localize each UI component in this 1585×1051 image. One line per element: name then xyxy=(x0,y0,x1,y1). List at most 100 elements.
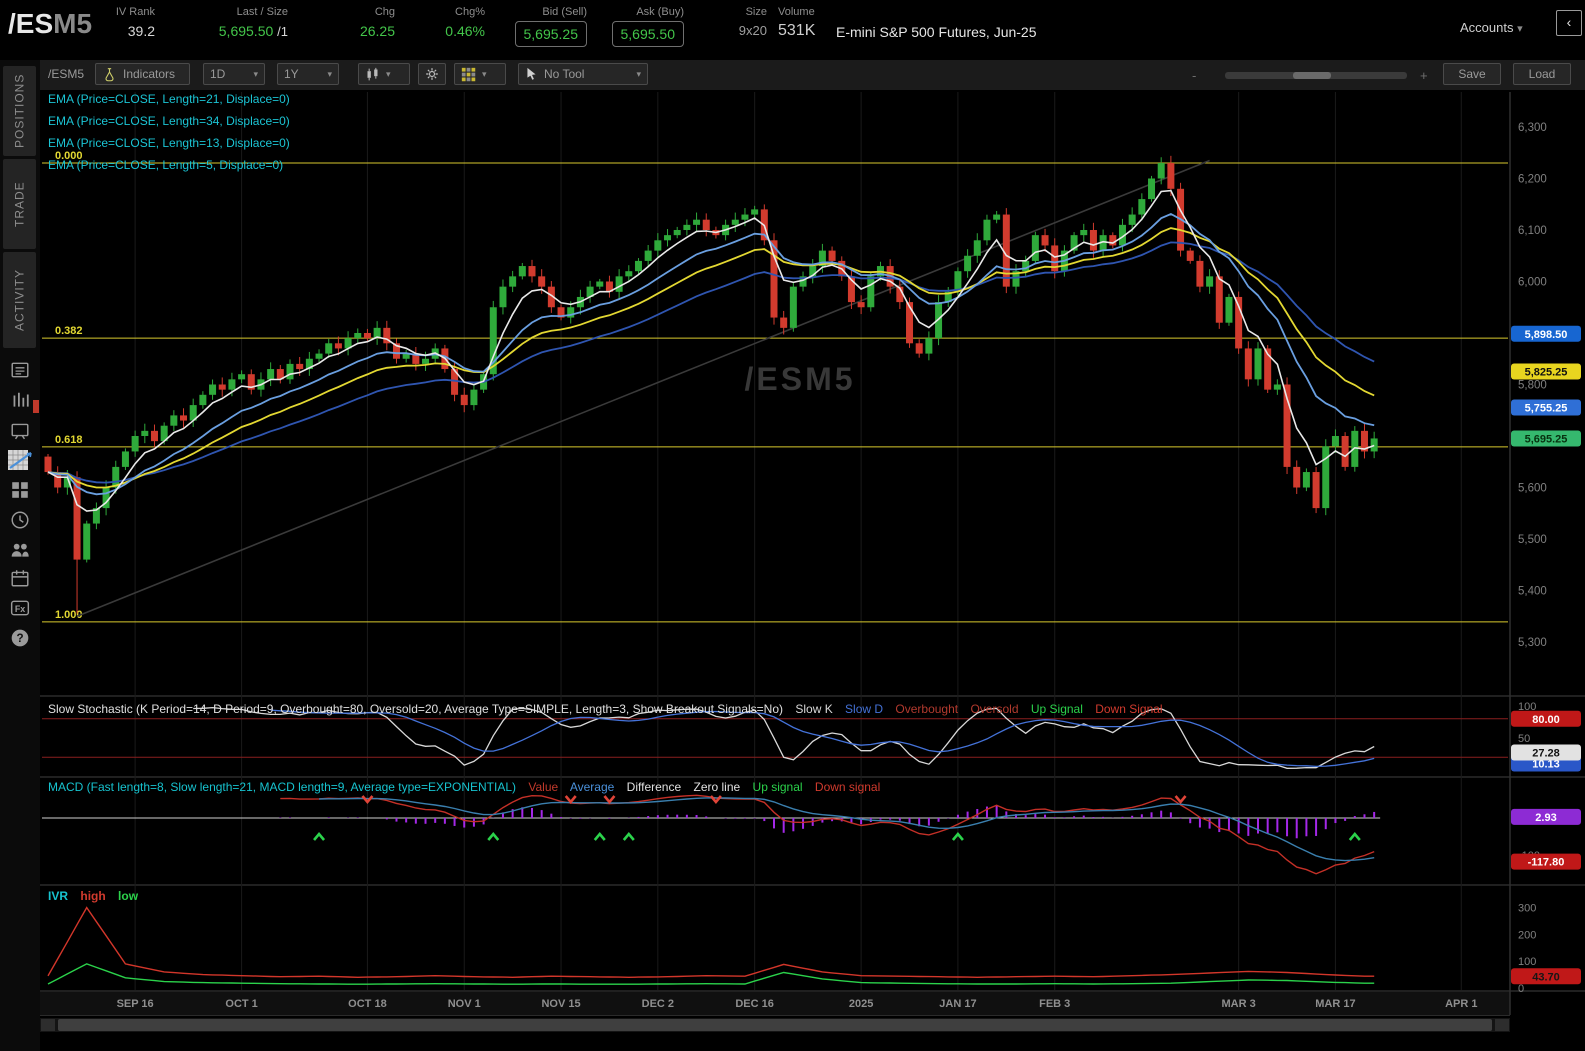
chart-style-dropdown[interactable]: ▾ xyxy=(358,63,410,85)
svg-text:200: 200 xyxy=(1518,929,1536,941)
svg-text:5,898.50: 5,898.50 xyxy=(1525,329,1568,341)
history-clock-icon[interactable] xyxy=(8,508,32,532)
timeframe-dropdown[interactable]: 1D ▾ xyxy=(203,63,265,85)
load-button[interactable]: Load xyxy=(1513,63,1571,85)
tab-activity[interactable]: ACTIVITY xyxy=(3,252,36,348)
symbol-title: /ESM5 xyxy=(8,8,93,39)
svg-text:5,695.25: 5,695.25 xyxy=(1525,433,1568,445)
svg-text:OCT 1: OCT 1 xyxy=(225,998,257,1010)
svg-text:FEB 3: FEB 3 xyxy=(1039,998,1070,1010)
svg-text:MAR 17: MAR 17 xyxy=(1315,998,1355,1010)
help-icon[interactable]: ? xyxy=(8,626,32,650)
dashboard-icon[interactable] xyxy=(8,478,32,502)
svg-text:0.000: 0.000 xyxy=(55,150,83,162)
svg-text:5,400: 5,400 xyxy=(1518,586,1547,598)
svg-text:-117.80: -117.80 xyxy=(1528,857,1565,869)
scrollbar-thumb[interactable] xyxy=(58,1019,1492,1031)
tv-icon[interactable] xyxy=(8,418,32,442)
svg-text:NOV 1: NOV 1 xyxy=(448,998,481,1010)
field-iv-rank: IV Rank 39.2 xyxy=(115,6,155,39)
chart-settings-button[interactable] xyxy=(418,63,446,85)
study-label-ema5[interactable]: EMA (Price=CLOSE, Length=5, Displace=0) xyxy=(48,158,284,172)
zoom-slider[interactable] xyxy=(1225,72,1407,79)
svg-text:0: 0 xyxy=(1518,983,1524,995)
svg-text:?: ? xyxy=(16,632,23,645)
alert-flag xyxy=(33,400,39,413)
field-ask: Ask (Buy) 5,695.50 xyxy=(594,6,684,47)
range-dropdown[interactable]: 1Y ▾ xyxy=(277,63,339,85)
svg-text:MAR 3: MAR 3 xyxy=(1222,998,1256,1010)
zoom-slider-thumb[interactable] xyxy=(1293,72,1331,79)
grid-layout-icon xyxy=(461,67,476,81)
ivr-legend[interactable]: IVR high low xyxy=(48,889,139,903)
macd-legend[interactable]: MACD (Fast length=8, Slow length=21, MAC… xyxy=(48,780,881,794)
chevron-down-icon: ▾ xyxy=(386,68,391,79)
quotes-icon[interactable] xyxy=(8,358,32,382)
zoom-in-button[interactable]: + xyxy=(1420,68,1428,83)
svg-text:SEP 16: SEP 16 xyxy=(117,998,154,1010)
svg-text:27.28: 27.28 xyxy=(1532,748,1560,760)
svg-text:5,825.25: 5,825.25 xyxy=(1525,366,1568,378)
svg-text:6,000: 6,000 xyxy=(1518,277,1547,289)
tab-trade[interactable]: TRADE xyxy=(3,159,36,249)
collapse-panel-button[interactable]: ‹ xyxy=(1556,10,1582,36)
community-icon[interactable] xyxy=(8,538,32,562)
stochastic-legend[interactable]: Slow Stochastic (K Period=14, D Period=9… xyxy=(48,702,1163,716)
drawing-tool-dropdown[interactable]: No Tool ▾ xyxy=(518,63,648,85)
svg-text:50: 50 xyxy=(1518,733,1530,745)
quote-header: /ESM5 IV Rank 39.2 Last / Size 5,695.50 … xyxy=(0,0,1585,58)
svg-text:JAN 17: JAN 17 xyxy=(939,998,976,1010)
instrument-description: E-mini S&P 500 Futures, Jun-25 xyxy=(836,24,1037,40)
svg-text:80.00: 80.00 xyxy=(1532,714,1560,726)
calendar-icon[interactable] xyxy=(8,566,32,590)
tab-positions[interactable]: POSITIONS xyxy=(3,66,36,156)
gear-icon xyxy=(426,68,438,80)
chevron-down-icon: ▾ xyxy=(327,68,332,79)
candlestick-icon xyxy=(367,67,378,80)
chevron-down-icon: ▾ xyxy=(482,68,487,79)
svg-text:6,100: 6,100 xyxy=(1518,225,1547,237)
toolbar-symbol: /ESM5 xyxy=(48,67,85,81)
svg-text:43.70: 43.70 xyxy=(1532,971,1560,983)
cursor-icon xyxy=(527,67,536,80)
indicators-button[interactable]: Indicators xyxy=(95,63,190,85)
svg-text:5,600: 5,600 xyxy=(1518,483,1547,495)
svg-text:APR 1: APR 1 xyxy=(1445,998,1477,1010)
svg-text:/ESM5: /ESM5 xyxy=(744,361,855,397)
layout-grid-dropdown[interactable]: ▾ xyxy=(454,63,506,85)
fx-icon[interactable]: Fx xyxy=(8,596,32,620)
svg-text:5,755.25: 5,755.25 xyxy=(1525,403,1568,415)
field-last-size: Last / Size 5,695.50 /1 xyxy=(218,6,288,39)
left-sidebar: POSITIONS TRADE ACTIVITY xyxy=(0,60,40,1051)
save-button[interactable]: Save xyxy=(1443,63,1501,85)
svg-text:100: 100 xyxy=(1518,956,1536,968)
ask-button[interactable]: 5,695.50 xyxy=(611,21,684,47)
svg-text:Fx: Fx xyxy=(15,604,25,614)
field-size: Size 9x20 xyxy=(738,6,767,38)
chevron-down-icon: ▾ xyxy=(636,68,641,79)
watchlist-icon[interactable] xyxy=(8,388,32,412)
svg-text:5,500: 5,500 xyxy=(1518,534,1547,546)
chevron-down-icon: ▾ xyxy=(1517,23,1523,35)
svg-text:0.618: 0.618 xyxy=(55,434,83,446)
svg-text:DEC 2: DEC 2 xyxy=(642,998,674,1010)
study-label-ema13[interactable]: EMA (Price=CLOSE, Length=13, Displace=0) xyxy=(48,136,290,150)
svg-text:2025: 2025 xyxy=(849,998,873,1010)
field-bid: Bid (Sell) 5,695.25 xyxy=(497,6,587,47)
scroll-left-button[interactable] xyxy=(41,1019,55,1031)
chart-toolbar: /ESM5 Indicators 1D ▾ 1Y ▾ ▾ xyxy=(40,60,1585,90)
charts-icon-active[interactable] xyxy=(6,446,34,474)
bid-button[interactable]: 5,695.25 xyxy=(514,21,587,47)
horizontal-scrollbar[interactable] xyxy=(40,1018,1510,1032)
svg-text:100: 100 xyxy=(1518,701,1536,713)
study-label-ema21[interactable]: EMA (Price=CLOSE, Length=21, Displace=0) xyxy=(48,92,290,106)
field-chg: Chg 26.25 xyxy=(359,6,395,39)
zoom-out-button[interactable]: - xyxy=(1192,68,1197,83)
svg-text:DEC 16: DEC 16 xyxy=(735,998,774,1010)
accounts-menu[interactable]: Accounts ▾ xyxy=(1460,20,1523,35)
svg-text:6,300: 6,300 xyxy=(1518,122,1547,134)
scroll-right-button[interactable] xyxy=(1495,1019,1509,1031)
study-label-ema34[interactable]: EMA (Price=CLOSE, Length=34, Displace=0) xyxy=(48,114,290,128)
